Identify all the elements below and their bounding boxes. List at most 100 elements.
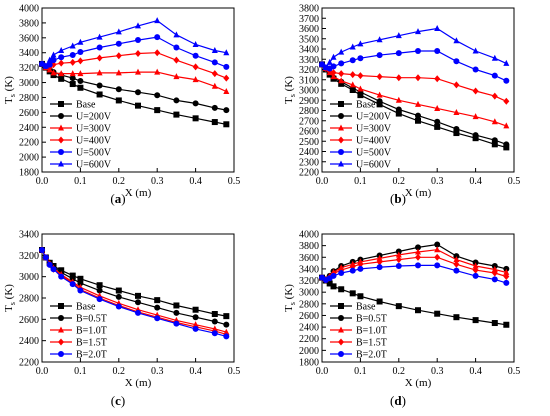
data-point [376,254,383,261]
x-tick-label: 0.1 [354,366,367,377]
y-tick-label: 4000 [299,230,319,241]
data-point [135,37,141,44]
x-axis-label: X (m) [125,377,152,389]
data-point [223,121,230,128]
data-point [395,74,402,82]
data-point [115,303,122,310]
legend-label: U=600V [76,160,112,171]
y-tick-label: 3200 [19,251,39,262]
series-line [321,63,507,127]
x-tick-label: 0.5 [228,366,241,377]
data-point [349,267,356,274]
data-point [395,32,402,39]
legend-marker [338,149,344,155]
data-point [376,98,383,105]
y-tick-label: 2600 [299,127,319,138]
legend-label: U=400V [356,136,392,147]
data-point [173,320,180,327]
y-tick-label: 3200 [299,65,319,76]
data-point [58,70,65,77]
y-axis-label: Ts (K) [3,284,17,312]
legend-marker [58,149,64,155]
data-point [135,309,141,316]
data-point [173,56,180,64]
data-point [491,276,498,283]
data-point [154,34,161,41]
series-line [321,249,507,281]
y-tick-label: 3800 [19,18,39,29]
legend-label: B=1.0T [356,326,387,337]
data-point [69,42,76,49]
data-point [96,282,103,289]
x-tick-label: 0.3 [151,176,164,187]
data-point [69,51,76,58]
data-point [491,137,498,144]
data-point [211,104,218,111]
data-point [472,132,479,139]
data-point [434,310,441,317]
panel-caption: (d) [390,393,406,408]
series-line [41,20,227,67]
data-point [211,119,218,126]
y-tick-label: 2400 [299,147,319,158]
panel-a: 0.0 0.1 0.2 0.3 0.4 0.5 1800 2000 2200 2400 2600 28… [3,4,240,207]
data-point [77,84,84,91]
data-point [154,49,161,57]
data-point [434,75,441,83]
data-point [173,44,180,51]
data-point [69,281,76,288]
y-tick-label: 3400 [19,230,39,241]
x-tick-label: 0.3 [431,366,444,377]
data-point [135,299,141,306]
y-tick-label: 3600 [299,253,319,264]
series-line [41,63,227,111]
data-point [434,25,441,31]
y-tick-label: 2800 [299,106,319,117]
y-tick-label: 2200 [19,358,39,369]
series-u-500v [39,34,230,70]
y-tick-label: 2600 [19,108,39,119]
x-tick-label: 0.4 [469,366,482,377]
series-base [39,60,230,128]
data-point [154,68,161,75]
data-point [453,267,460,274]
data-point [395,256,402,264]
legend-label: U=500V [76,148,112,159]
panel-d: 0.0 0.1 0.2 0.3 0.4 0.5 1800200022002400260028… [283,230,520,409]
data-point [211,330,218,337]
data-point [338,286,345,293]
data-point [415,307,421,314]
y-tick-label: 3500 [299,34,319,45]
data-point [503,321,510,328]
legend-label: U=500V [356,148,392,159]
y-tick-label: 3000 [299,86,319,97]
data-point [135,49,141,57]
data-point [69,70,76,77]
plot-frame [321,233,515,363]
x-tick-label: 0.4 [189,366,202,377]
data-point [211,82,218,89]
legend-marker [338,351,344,357]
data-point [58,46,65,53]
data-point [58,75,65,82]
y-tick-label: 2800 [299,299,319,310]
data-point [77,275,84,282]
x-tick-label: 0.1 [354,176,367,187]
series-line [321,243,507,281]
data-point [395,110,402,117]
data-point [491,92,498,100]
x-tick-label: 0.2 [393,176,406,187]
legend-marker [58,338,64,346]
data-point [415,100,421,107]
data-point [58,54,65,61]
x-tick-label: 0.2 [113,366,126,377]
y-tick-label: 3000 [19,272,39,283]
legend-marker [338,315,344,321]
data-point [223,107,230,114]
data-point [330,69,337,77]
data-point [115,40,122,47]
x-tick-label: 0.4 [469,176,482,187]
x-axis-label: X (m) [405,377,432,389]
data-point [223,49,230,56]
